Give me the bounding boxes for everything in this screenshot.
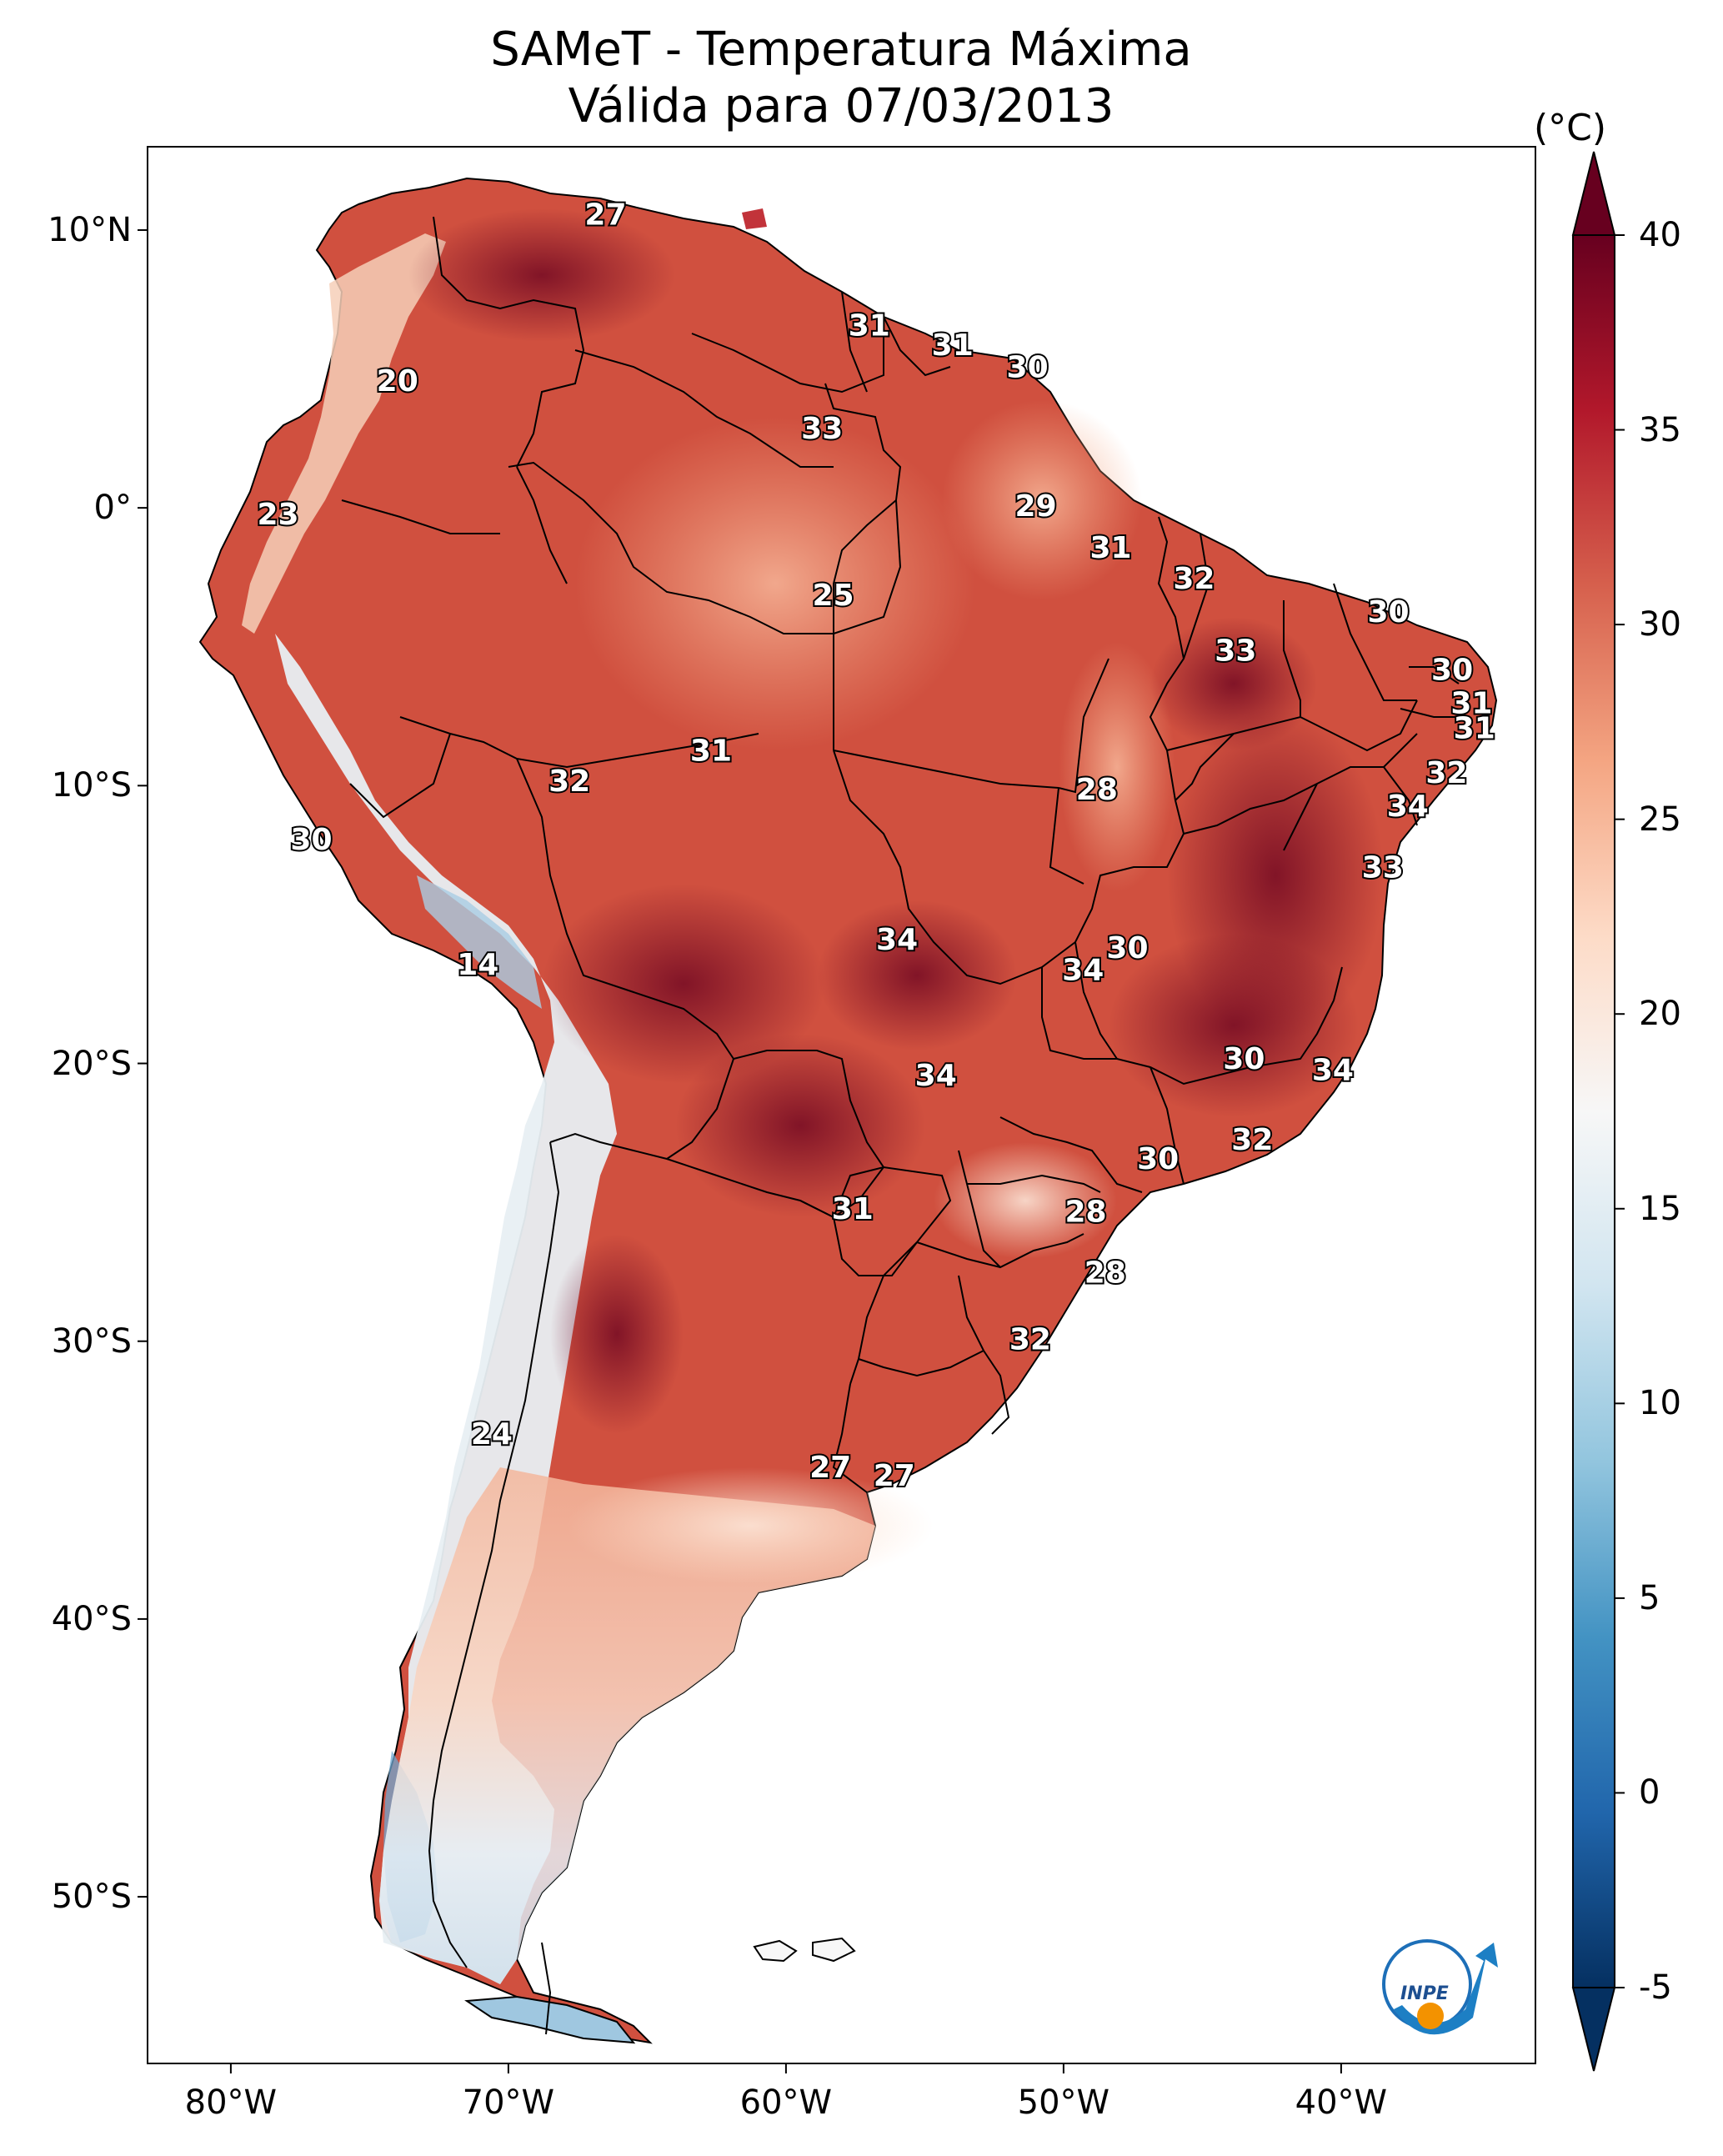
argentina-hot-zone [550, 1234, 684, 1434]
station-value-label: 34 [915, 1059, 957, 1093]
lon-label-60w: 60°W [739, 2083, 833, 2122]
station-value-label: 30 [1007, 351, 1049, 385]
station-value-label: 28 [1076, 773, 1118, 807]
station-value-label: 30 [1137, 1142, 1179, 1176]
amazon-warm-zone [575, 417, 975, 750]
station-value-label: 33 [1362, 850, 1404, 885]
colorbar-tick-label: 10 [1639, 1384, 1681, 1423]
colorbar-outline [1572, 234, 1615, 1988]
andes-cold-core [417, 875, 542, 1009]
station-value-label: 32 [1425, 756, 1467, 790]
trinidad-island [742, 208, 767, 229]
southern-cone-shading [379, 1467, 875, 1984]
station-value-label: 30 [290, 823, 332, 857]
station-value-label: 32 [1009, 1323, 1051, 1357]
colorbar-tick-label: -5 [1639, 1968, 1672, 2007]
lon-label-40w: 40°W [1295, 2083, 1388, 2122]
colorbar-tick-label: 40 [1639, 216, 1681, 254]
station-value-label: 30 [1223, 1042, 1265, 1076]
lon-label-80w: 80°W [184, 2083, 278, 2122]
station-value-label: 31 [690, 734, 732, 768]
colorbar-tick-label: 30 [1639, 605, 1681, 644]
station-value-label: 33 [1215, 634, 1256, 668]
station-value-label: 34 [1387, 790, 1429, 824]
coast-warm-zone [942, 400, 1142, 600]
logo-text: INPE [1400, 1983, 1449, 2004]
station-value-label: 25 [812, 579, 854, 613]
mato-grosso-hot-zone [817, 900, 1017, 1050]
station-value-label: 31 [1089, 531, 1131, 565]
station-value-label: 34 [1062, 954, 1104, 988]
station-value-label: 34 [876, 923, 918, 957]
station-value-label: 20 [377, 364, 418, 399]
lat-label-20s: 20°S [51, 1044, 132, 1083]
station-value-label: 31 [832, 1192, 874, 1226]
station-value-label: 32 [1173, 562, 1215, 596]
venezuela-hot-zone [408, 208, 675, 342]
pampas-warm-zone [567, 1467, 934, 1584]
lat-label-50s: 50°S [51, 1878, 132, 1917]
station-value-label: 33 [801, 412, 843, 446]
station-value-label: 28 [1064, 1195, 1106, 1229]
station-value-label: 31 [1450, 687, 1492, 721]
station-value-label: 31 [849, 309, 890, 343]
map-frame [147, 146, 1536, 2064]
inpe-logo: INPE [1382, 1939, 1498, 2035]
station-value-label: 28 [1084, 1256, 1126, 1291]
lat-label-10s: 10°S [51, 766, 132, 805]
logo-arrow [1394, 1943, 1498, 2035]
lat-label-30s: 30°S [51, 1321, 132, 1361]
station-value-label: 30 [1431, 654, 1473, 688]
lat-label-10n: 10°N [48, 210, 132, 249]
station-value-label: 24 [471, 1417, 513, 1452]
lat-label-0: 0° [93, 489, 132, 528]
station-value-label: 31 [932, 328, 974, 363]
station-value-label: 31 [1454, 712, 1495, 746]
minas-hot-zone [1109, 934, 1359, 1117]
logo-dot [1417, 2003, 1444, 2029]
chaco-hot-zone [675, 1034, 925, 1217]
station-value-label: 32 [548, 765, 590, 799]
colorbar-tick-label: 25 [1639, 800, 1681, 839]
colorbar-tick-label: 5 [1639, 1578, 1660, 1617]
tierra-del-fuego [464, 1995, 636, 2044]
colorbar-max-arrow [1571, 151, 1616, 236]
map-area [198, 177, 1498, 2044]
station-value-label: 30 [1106, 931, 1148, 965]
colorbar-min-arrow [1571, 1987, 1616, 2072]
borders [341, 216, 1467, 2035]
station-value-label: 27 [584, 198, 626, 232]
colorbar-body [1573, 235, 1615, 1988]
station-value-label: 27 [874, 1459, 915, 1493]
station-value-label: 23 [257, 498, 298, 532]
chart-subtitle: Válida para 07/03/2013 [568, 79, 1114, 133]
station-value-label: 32 [1231, 1123, 1273, 1157]
station-value-label: 34 [1312, 1054, 1354, 1088]
colorbar [1571, 151, 1625, 2072]
bolivia-hot-zone [542, 884, 825, 1084]
colorbar-tick-label: 35 [1639, 410, 1681, 449]
station-value-label: 27 [809, 1451, 851, 1485]
colorbar-tick-label: 15 [1639, 1189, 1681, 1228]
chart-title: SAMeT - Temperatura Máxima [490, 23, 1192, 77]
south-brazil-warm-zone [934, 1142, 1117, 1259]
station-value-label: 30 [1367, 595, 1409, 629]
colorbar-tick-label: 0 [1639, 1773, 1660, 1813]
colombia-andes-cool [242, 233, 446, 634]
station-value-label: 14 [457, 948, 498, 982]
colorbar-ticks [1615, 234, 1625, 1988]
lon-label-50w: 50°W [1017, 2083, 1110, 2122]
lon-label-70w: 70°W [462, 2083, 555, 2122]
axis-ticks [138, 228, 1342, 2073]
station-value-label: 29 [1015, 489, 1057, 524]
lat-label-40s: 40°S [51, 1599, 132, 1638]
tocantins-warm-zone [1059, 642, 1175, 892]
piaui-hot-zone [1150, 617, 1317, 750]
colorbar-tick-label: 20 [1639, 995, 1681, 1034]
colorbar-unit: (°C) [1534, 107, 1607, 149]
falkland-islands [753, 1937, 856, 1963]
